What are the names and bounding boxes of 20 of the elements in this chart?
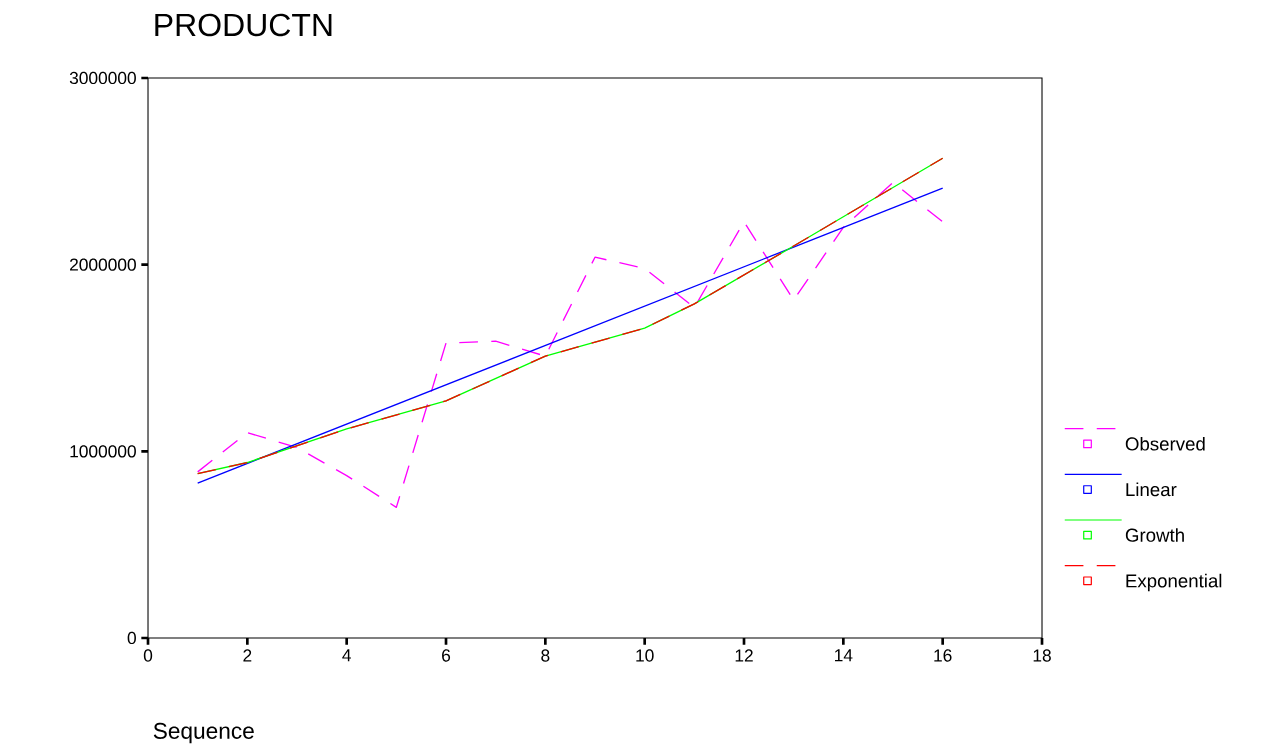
legend-label: Linear [1126, 482, 1177, 497]
x-tick-label: 2 [243, 649, 252, 662]
x-tick-label: 6 [442, 649, 451, 662]
legend-label: Exponential [1126, 573, 1222, 592]
x-axis-title: Sequence [153, 722, 254, 744]
x-tick-label: 8 [541, 649, 550, 662]
legend-label: Growth [1125, 528, 1184, 542]
y-tick-label: 2000000 [70, 258, 136, 271]
x-tick-label: 12 [735, 649, 753, 662]
x-tick-label: 16 [934, 649, 952, 662]
x-tick-label: 0 [143, 649, 153, 662]
x-tick-label: 4 [342, 649, 351, 662]
x-tick-label: 14 [835, 649, 853, 662]
x-tick-label: 10 [636, 649, 654, 662]
y-tick-label: 3000000 [69, 71, 136, 85]
legend-label: Observed [1125, 436, 1205, 451]
chart-title: PRODUCTN [155, 13, 332, 37]
y-tick-label: 0 [127, 631, 136, 645]
y-tick-label: 1000000 [70, 445, 136, 458]
x-tick-label: 18 [1033, 649, 1051, 662]
